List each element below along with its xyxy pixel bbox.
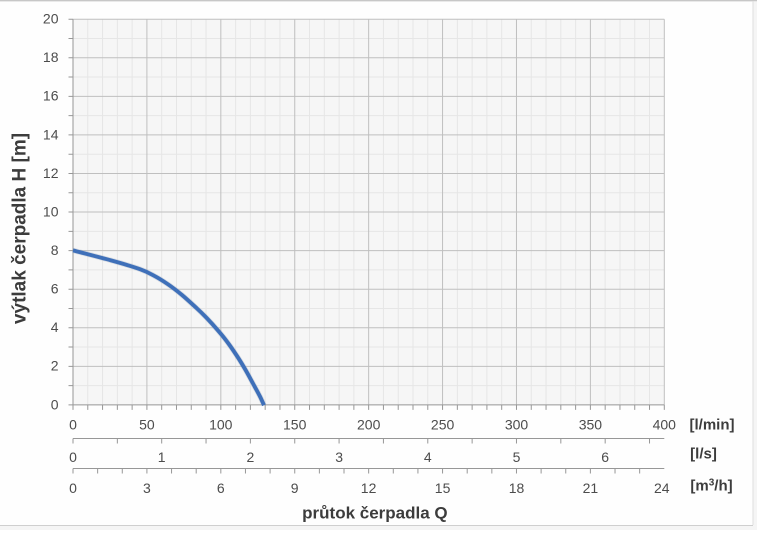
svg-text:8: 8	[51, 242, 59, 258]
svg-text:0: 0	[69, 417, 77, 433]
svg-text:[l/min]: [l/min]	[690, 417, 735, 434]
svg-text:2: 2	[247, 449, 255, 465]
svg-text:průtok čerpadla Q: průtok čerpadla Q	[302, 503, 447, 522]
svg-text:15: 15	[435, 480, 451, 496]
svg-text:výtlak čerpadla H [m]: výtlak čerpadla H [m]	[10, 133, 31, 324]
svg-text:0: 0	[69, 480, 77, 496]
svg-text:6: 6	[217, 480, 225, 496]
svg-text:250: 250	[431, 417, 455, 433]
svg-text:6: 6	[601, 449, 609, 465]
svg-text:0: 0	[51, 396, 59, 412]
svg-text:12: 12	[43, 165, 59, 181]
svg-text:1: 1	[158, 449, 166, 465]
svg-text:[l/s]: [l/s]	[690, 446, 717, 463]
svg-text:3: 3	[143, 480, 151, 496]
svg-text:4: 4	[51, 319, 59, 335]
svg-text:21: 21	[583, 480, 599, 496]
svg-text:9: 9	[291, 480, 299, 496]
svg-text:200: 200	[357, 417, 381, 433]
svg-text:4: 4	[424, 449, 432, 465]
svg-text:6: 6	[51, 281, 59, 297]
svg-text:100: 100	[209, 417, 233, 433]
svg-text:[m3/h]: [m3/h]	[690, 478, 732, 495]
svg-text:18: 18	[43, 49, 59, 65]
svg-text:300: 300	[505, 417, 529, 433]
svg-text:16: 16	[43, 88, 59, 104]
svg-text:50: 50	[139, 417, 155, 433]
svg-text:10: 10	[43, 203, 59, 219]
svg-text:350: 350	[579, 417, 603, 433]
svg-text:3: 3	[335, 449, 343, 465]
svg-text:400: 400	[653, 417, 677, 433]
svg-text:18: 18	[509, 480, 525, 496]
svg-text:12: 12	[361, 480, 377, 496]
svg-text:150: 150	[283, 417, 307, 433]
svg-text:5: 5	[513, 449, 521, 465]
svg-text:0: 0	[69, 449, 77, 465]
svg-text:14: 14	[43, 126, 59, 142]
svg-text:2: 2	[51, 358, 59, 374]
svg-text:24: 24	[654, 480, 670, 496]
svg-text:20: 20	[43, 11, 59, 27]
